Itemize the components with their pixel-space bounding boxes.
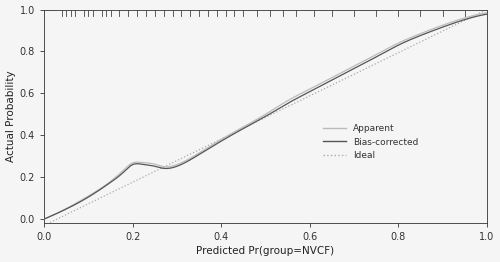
Y-axis label: Actual Probability: Actual Probability: [6, 70, 16, 162]
X-axis label: Predicted Pr(group=NVCF): Predicted Pr(group=NVCF): [196, 247, 334, 256]
Legend: Apparent, Bias-corrected, Ideal: Apparent, Bias-corrected, Ideal: [323, 124, 418, 160]
